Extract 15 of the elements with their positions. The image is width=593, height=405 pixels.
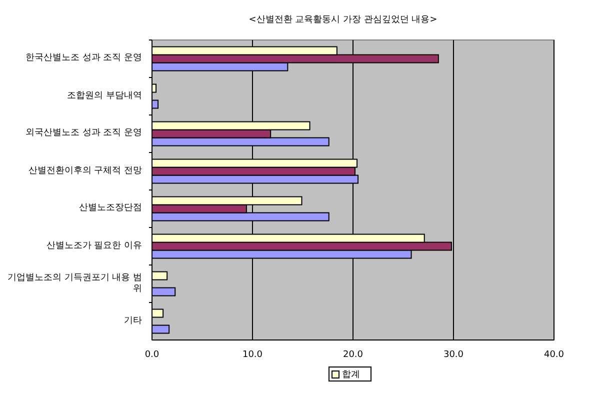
y-tick-label: 산별전환이후의 구체적 전망 (27, 166, 142, 177)
x-tick-label: 30.0 (443, 350, 464, 360)
y-tick-label: 외국산별노조 성과 조직 운영 (24, 128, 142, 140)
y-tick-label: 한국산별노조 성과 조직 운영 (24, 53, 142, 64)
x-tick-label: 10.0 (242, 350, 263, 360)
x-tick-label: 40.0 (544, 350, 564, 360)
y-tick-label: 산별노조장단점 (78, 203, 142, 214)
y-tick-label: 기업별노조의 기득권포기 내용 범위 (6, 272, 142, 295)
y-tick-label: 산별노조가 필요한 이유 (45, 240, 142, 252)
x-tick-label: 20.0 (342, 350, 364, 360)
y-tick-label: 조합원의 부담내역 (66, 90, 142, 102)
x-tick-label: 0.0 (144, 350, 160, 360)
y-tick-label: 기타 (123, 316, 142, 327)
chart-title: <산별전환 교육활동시 가장 관심깊었던 내용> (248, 15, 438, 25)
legend-label: 합계 (342, 370, 360, 380)
